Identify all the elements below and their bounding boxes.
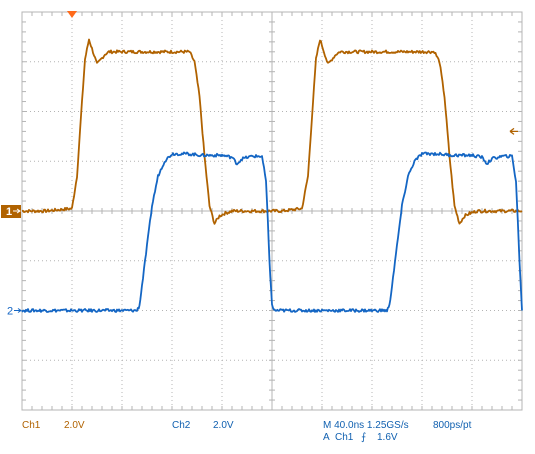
ch2-marker-arrow	[14, 308, 22, 313]
ch1-marker-label: 1	[6, 206, 12, 218]
trace-ch1	[21, 38, 523, 225]
ch1-ground-marker	[1, 205, 21, 218]
ch2-marker-label: 2	[7, 306, 13, 318]
trigger-position-marker	[67, 11, 77, 18]
ch2-label: Ch2	[172, 420, 191, 431]
ch2-scale: 2.0V	[213, 420, 234, 431]
ch1-marker-arrow	[13, 208, 21, 214]
trigger-level-marker	[509, 127, 518, 135]
ch1-label: Ch1	[22, 420, 41, 431]
waveform-traces	[21, 38, 523, 313]
trigger-source: Ch1	[335, 432, 354, 443]
trigger-level: 1.6V	[377, 432, 398, 443]
timebase-readout: M 40.0ns 1.25GS/s	[323, 420, 409, 431]
ch1-scale: 2.0V	[64, 420, 85, 431]
trace-ch2	[21, 151, 523, 313]
trigger-prefix: A	[323, 432, 330, 443]
channel-markers: 12	[1, 11, 518, 318]
resolution-readout: 800ps/pt	[433, 420, 472, 431]
trigger-slope-icon: ⨍	[361, 432, 367, 443]
